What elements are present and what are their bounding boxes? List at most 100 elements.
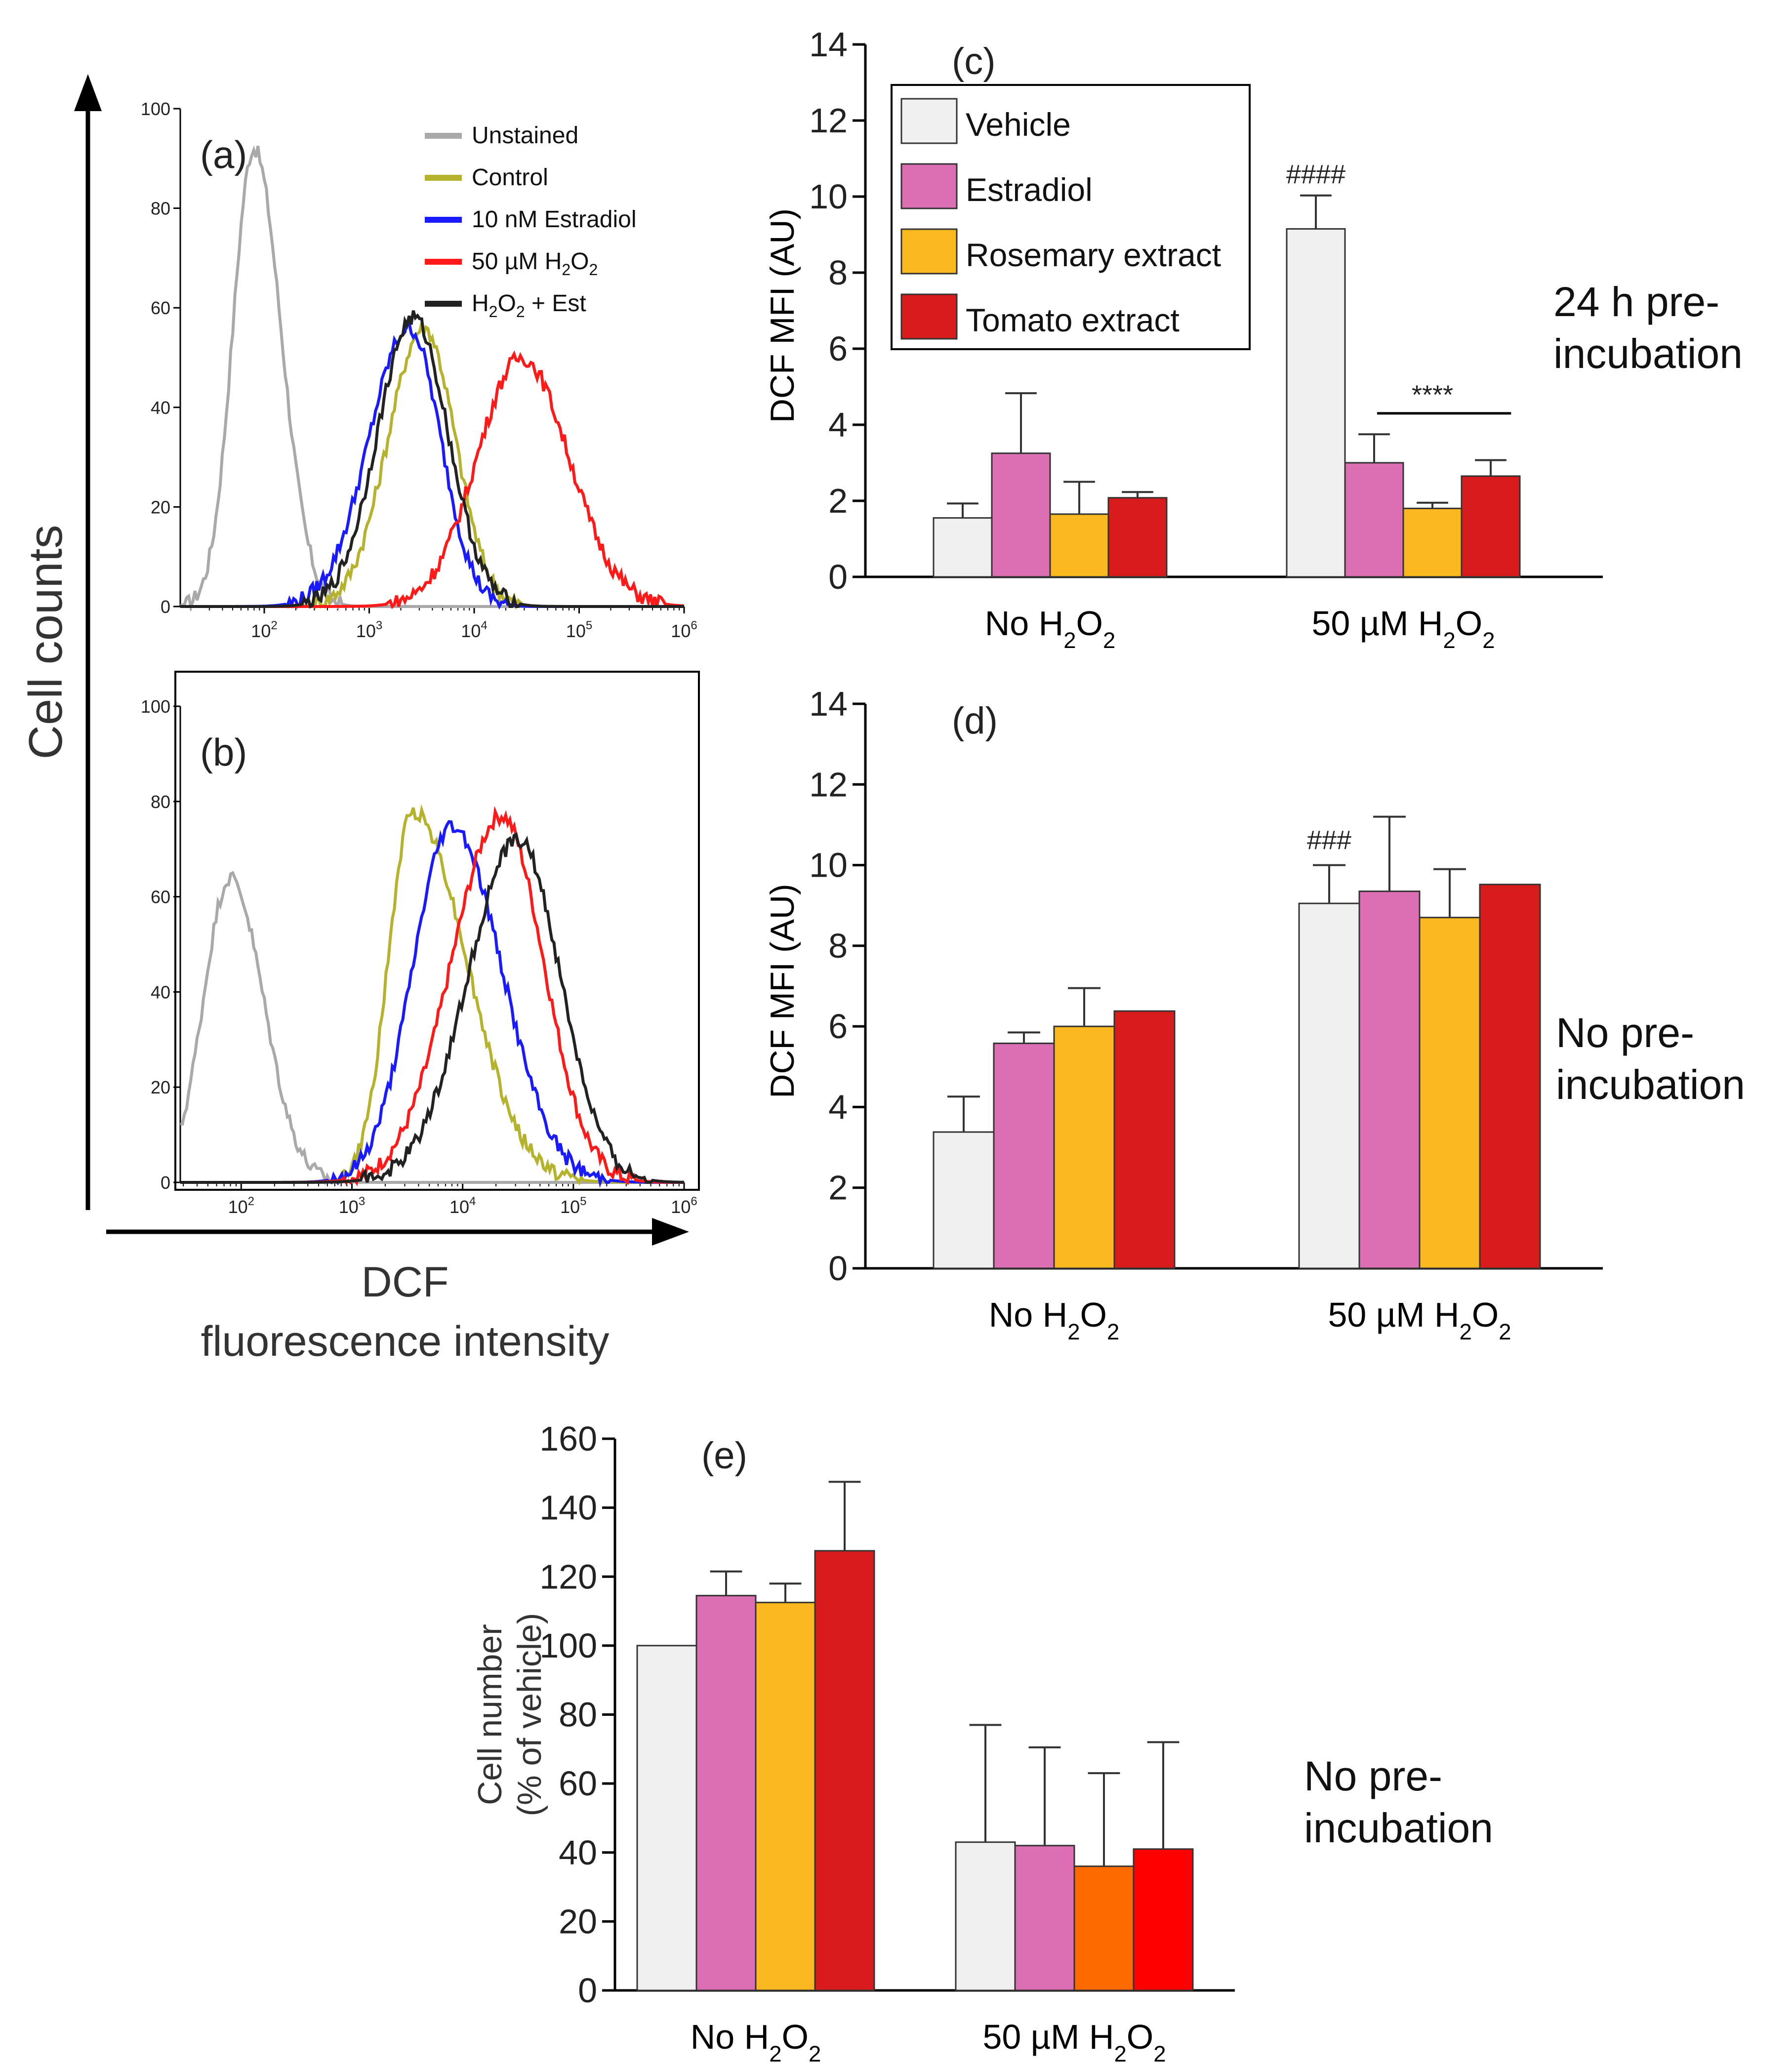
significance-mark: ### [1307, 825, 1351, 855]
bar-y-tick-label: 4 [828, 405, 848, 444]
bar-d-g0-b0 [933, 1131, 995, 1269]
bar-d-g0-b3 [1113, 1010, 1176, 1269]
bar-panel-e: 0 20 40 60 80 100 120 140 160 Cell number (% of ve… [471, 1419, 1493, 2010]
bar-y-tick-label: 80 [559, 1696, 597, 1734]
hist-curve-h2o2-est [180, 832, 684, 1184]
bar-legend-label: Tomato extract [966, 302, 1180, 338]
bar-c-g0-b0 [933, 517, 993, 578]
bar-d-g0-b2 [1053, 1025, 1115, 1269]
bar-c-g0-b2 [1049, 513, 1109, 578]
bar-c-g1-b0 [1286, 228, 1346, 578]
bar-d-g1-b0 [1298, 902, 1360, 1269]
dcf-arrowhead [652, 1218, 689, 1246]
dcf-label-line2: fluorescence intensity [201, 1318, 610, 1365]
cell-counts-label: Cell counts [19, 525, 72, 760]
bar-y-tick-label: 2 [828, 482, 848, 520]
bar-panel-c: 0 2 4 6 8 10 12 14 DCF MFI (AU) (c) #### **** 24 h p… [764, 25, 1743, 596]
hist-legend-label: Unstained [472, 122, 578, 149]
bar-e-g1-b0 [955, 1841, 1016, 1991]
bar-y-tick-label: 6 [828, 329, 848, 368]
hist-y-tick-label: 20 [151, 1077, 170, 1097]
bar-d-g1-b2 [1419, 917, 1481, 1269]
significance-mark: #### [1286, 160, 1345, 189]
bar-y-label: DCF MFI (AU) [764, 884, 801, 1098]
panel-label-a: (a) [200, 133, 247, 176]
bar-c-g1-b3 [1461, 475, 1521, 578]
bar-legend-swatch [900, 98, 958, 144]
bar-e-g1-b1 [1014, 1845, 1075, 1991]
bar-y-tick-label: 8 [828, 927, 848, 965]
bar-legend-swatch [900, 163, 958, 209]
hist-legend-label: 10 nM Estradiol [472, 206, 637, 233]
hist-x-tick-label: 105 [560, 1195, 586, 1217]
hist-y-tick-label: 40 [151, 982, 170, 1002]
bar-y-tick-label: 8 [828, 253, 848, 292]
hist-curve-h2o2-est [180, 310, 684, 609]
bar-y-tick-label: 2 [828, 1169, 848, 1207]
bar-y-tick-label: 10 [809, 846, 848, 885]
bar-y-tick-label: 40 [559, 1833, 597, 1872]
bar-y-tick-label: 0 [828, 1249, 848, 1288]
dcf-label-line1: DCF [362, 1258, 449, 1306]
hist-legend-label: 50 µM H2O2 [472, 248, 598, 279]
hist-y-tick-label: 60 [151, 298, 170, 318]
bar-y-tick-label: 6 [828, 1007, 848, 1046]
bar-y-label-line1: Cell number [471, 1624, 509, 1805]
bar-y-tick-label: 14 [809, 685, 848, 723]
hist-x-tick-label: 102 [228, 1195, 254, 1217]
bar-legend-label: Vehicle [966, 106, 1071, 143]
bar-y-label-line2: (% of vehicle) [511, 1613, 548, 1817]
hist-curve-unstained [180, 871, 684, 1186]
bar-e-g0-b0 [636, 1645, 697, 1991]
bar-y-tick-label: 14 [809, 25, 848, 64]
hist-x-tick-label: 105 [566, 619, 592, 641]
bar-y-tick-label: 12 [809, 101, 848, 140]
hist-x-tick-label: 104 [461, 619, 487, 641]
hist-curve-10-nm-estradiol [180, 820, 684, 1188]
bar-legend-label: Rosemary extract [966, 237, 1221, 273]
hist-y-tick-label: 0 [161, 597, 170, 617]
hist-x-tick-label: 102 [251, 619, 277, 641]
hist-legend-label: H2O2 + Est [472, 290, 586, 321]
group-label-e-0: No H2O2 [691, 2018, 821, 2064]
bar-c-g0-b1 [991, 452, 1051, 578]
bar-y-tick-label: 12 [809, 765, 848, 804]
hist-x-tick-label: 103 [339, 1195, 365, 1217]
bar-d-g1-b1 [1358, 890, 1421, 1269]
hist-y-tick-label: 80 [151, 792, 170, 812]
bar-d-g0-b1 [993, 1042, 1055, 1269]
hist-y-tick-label: 100 [141, 696, 170, 717]
hist-y-tick-label: 40 [151, 398, 170, 418]
side-label-line2: incubation [1556, 1061, 1745, 1108]
panel-b-frame [174, 671, 700, 1191]
side-label-line2: incubation [1304, 1805, 1493, 1851]
histogram-panel-b: 0 20 40 60 80 100 102 103 104 105 106 (b) [141, 671, 700, 1217]
bar-y-tick-label: 140 [539, 1489, 597, 1527]
group-label-d-1: 50 µM H2O2 [1328, 1295, 1511, 1344]
bar-e-g1-b3 [1133, 1848, 1194, 1991]
bar-c-g1-b1 [1344, 462, 1404, 578]
hist-x-tick-label: 104 [449, 1195, 476, 1217]
bar-y-tick-label: 0 [828, 558, 848, 596]
hist-legend-label: Control [472, 164, 548, 191]
bar-c-g1-b2 [1402, 507, 1463, 578]
hist-x-tick-label: 106 [671, 1195, 697, 1217]
bar-legend-swatch [900, 293, 958, 340]
hist-y-tick-label: 0 [161, 1173, 170, 1193]
bar-y-tick-label: 60 [559, 1764, 597, 1803]
bar-e-g1-b2 [1073, 1865, 1135, 1991]
hist-y-tick-label: 20 [151, 497, 170, 517]
hist-x-tick-label: 103 [356, 619, 382, 641]
bar-d-g1-b3 [1479, 884, 1541, 1269]
hist-y-tick-label: 80 [151, 199, 170, 219]
panel-label-e: (e) [701, 1435, 747, 1477]
hist-y-tick-label: 60 [151, 887, 170, 907]
side-label-line1: No pre- [1556, 1010, 1694, 1056]
group-label-c-0: No H2O2 [985, 604, 1116, 653]
panel-label-b: (b) [200, 730, 247, 774]
bar-e-g0-b3 [814, 1550, 875, 1991]
bar-e-g0-b1 [695, 1595, 757, 1991]
bar-y-tick-label: 10 [809, 177, 848, 216]
group-label-d-0: No H2O2 [989, 1295, 1120, 1344]
